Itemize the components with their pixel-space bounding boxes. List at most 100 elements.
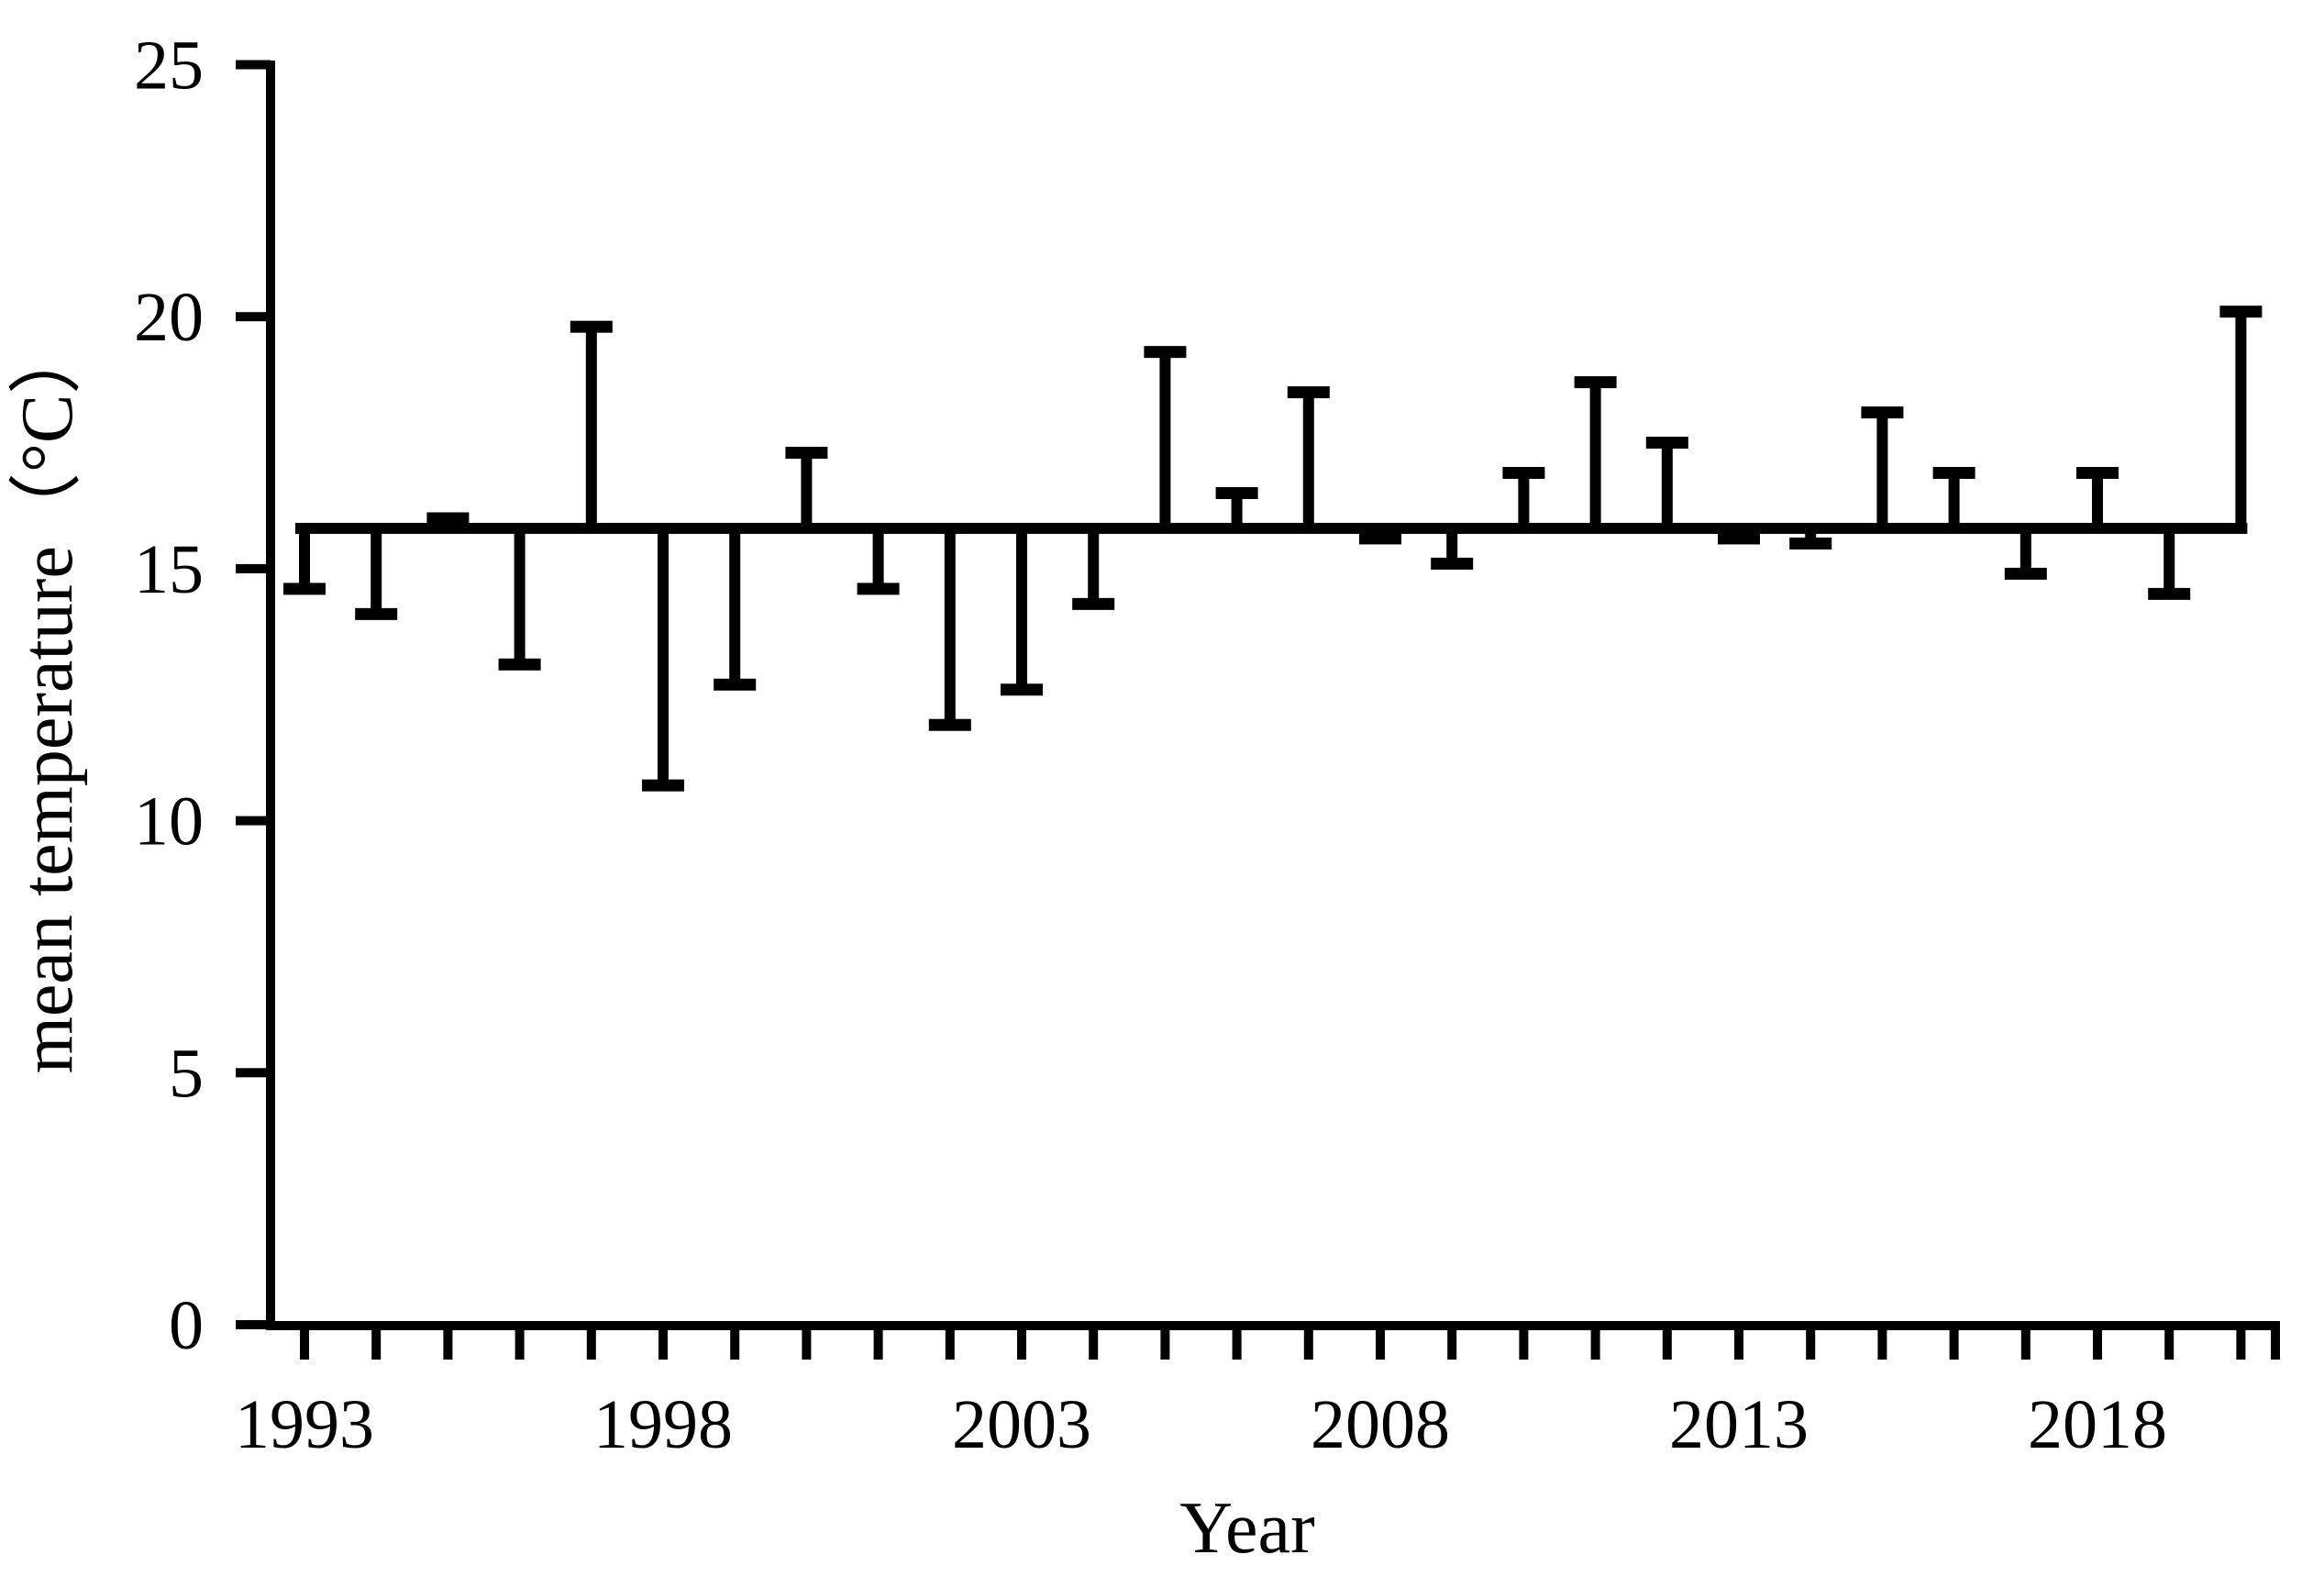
whisker-2007 (1287, 386, 1330, 528)
x-tick-2020 (2236, 1330, 2246, 1360)
whisker-2008 (1359, 527, 1401, 545)
y-tick-15 (236, 563, 271, 573)
x-tick-1998 (658, 1330, 668, 1360)
whisker-line-2017 (2020, 527, 2031, 574)
whisker-line-2011 (1589, 382, 1601, 528)
whisker-cap-2017 (2004, 567, 2047, 580)
y-tick-25 (236, 60, 271, 70)
whisker-2009 (1431, 527, 1474, 570)
x-tick-2009 (1447, 1330, 1457, 1360)
whisker-line-2006 (1231, 493, 1243, 528)
x-ticks: 1993 1998 2003 2008 2013 2018 (235, 1330, 2280, 1463)
whisker-line-2003 (1016, 527, 1027, 690)
whisker-2011 (1574, 376, 1617, 528)
whisker-line-2004 (1088, 527, 1100, 605)
whisker-series (283, 305, 2263, 792)
x-tick-label-1998: 1998 (593, 1386, 733, 1463)
x-tick-2019 (2164, 1330, 2175, 1360)
whisker-1996 (498, 527, 541, 671)
whisker-2005 (1144, 346, 1187, 528)
x-tick-2016 (1949, 1330, 1959, 1360)
whisker-cap-2011 (1574, 376, 1617, 389)
whisker-2017 (2004, 527, 2047, 580)
whisker-cap-2005 (1144, 346, 1187, 359)
x-tick-1995 (443, 1330, 453, 1360)
x-tick-2014 (1806, 1330, 1816, 1360)
x-tick-2005 (1160, 1330, 1170, 1360)
whisker-1997 (570, 320, 613, 528)
x-tick-2001 (873, 1330, 883, 1360)
whisker-line-2000 (801, 452, 813, 528)
whisker-1995 (426, 512, 470, 528)
whisker-line-2009 (1446, 527, 1458, 564)
y-tick-20 (236, 312, 271, 322)
whisker-1998 (642, 527, 684, 792)
whisker-2012 (1645, 437, 1688, 528)
whisker-1999 (714, 527, 757, 691)
whisker-2013 (1718, 527, 1760, 545)
whisker-line-1994 (371, 527, 382, 615)
whisker-line-2015 (1876, 412, 1888, 528)
whisker-line-1993 (299, 527, 310, 589)
x-tick-2010 (1519, 1330, 1529, 1360)
whisker-line-2005 (1159, 351, 1171, 528)
whisker-2000 (785, 447, 828, 528)
whisker-2018 (2076, 467, 2119, 528)
whisker-2006 (1215, 486, 1258, 528)
x-tick-2015 (1877, 1330, 1887, 1360)
whisker-2019 (2148, 527, 2191, 600)
whisker-line-1999 (729, 527, 741, 685)
x-tick-2000 (802, 1330, 812, 1360)
y-axis: 0 5 10 15 20 25 mean temperature（°C） (7, 28, 275, 1364)
x-tick-1993 (300, 1330, 309, 1360)
x-tick-2012 (1662, 1330, 1672, 1360)
y-tick-label-10: 10 (134, 783, 204, 861)
y-axis-line (266, 61, 275, 1330)
y-tick-10 (236, 816, 271, 826)
whisker-line-2007 (1302, 392, 1314, 528)
x-tick-2011 (1590, 1330, 1600, 1360)
whisker-cap-2018 (2076, 467, 2119, 480)
whisker-line-2002 (944, 527, 956, 726)
y-tick-5 (236, 1068, 271, 1078)
x-tick-1999 (730, 1330, 740, 1360)
whisker-cap-2015 (1861, 406, 1904, 419)
whisker-cap-2016 (1932, 467, 1975, 480)
x-tick-axis-end (2271, 1330, 2280, 1360)
x-tick-2002 (945, 1330, 955, 1360)
x-tick-2017 (2020, 1330, 2031, 1360)
x-tick-1997 (586, 1330, 596, 1360)
whisker-2015 (1861, 406, 1904, 528)
y-tick-label-0: 0 (169, 1287, 204, 1364)
y-tick-label-20: 20 (134, 279, 204, 356)
whisker-cap-2009 (1431, 557, 1474, 570)
x-tick-2013 (1734, 1330, 1743, 1360)
whisker-1994 (355, 527, 398, 620)
x-tick-label-2018: 2018 (2028, 1386, 2167, 1463)
x-tick-2018 (2093, 1330, 2102, 1360)
x-tick-1996 (515, 1330, 525, 1360)
x-axis-title: Year (1179, 1488, 1314, 1569)
y-tick-label-15: 15 (134, 531, 204, 608)
whisker-cap-2014 (1789, 537, 1832, 550)
x-tick-2006 (1232, 1330, 1242, 1360)
whisker-line-1997 (585, 327, 597, 528)
whisker-cap-2012 (1645, 437, 1688, 450)
whisker-cap-2020 (2219, 305, 2263, 318)
whisker-cap-2006 (1215, 486, 1258, 499)
whisker-2016 (1932, 467, 1975, 528)
whisker-2010 (1502, 467, 1545, 528)
whisker-line-2018 (2092, 472, 2103, 528)
whisker-2014 (1789, 527, 1832, 550)
y-tick-label-25: 25 (134, 28, 204, 105)
whisker-cap-1995 (426, 512, 470, 525)
y-axis-title: mean temperature（°C） (7, 321, 88, 1074)
x-tick-label-1993: 1993 (235, 1386, 374, 1463)
whisker-line-2012 (1661, 442, 1673, 528)
whisker-cap-2004 (1072, 597, 1115, 610)
whisker-cap-2013 (1718, 532, 1760, 545)
whisker-2002 (928, 527, 971, 731)
whisker-line-2010 (1518, 472, 1530, 528)
